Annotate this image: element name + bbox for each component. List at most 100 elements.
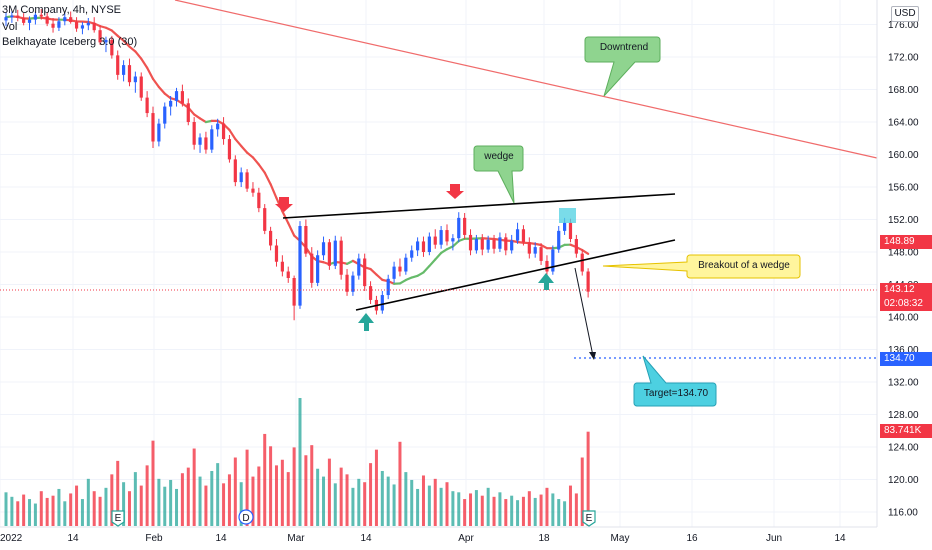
volume-bar	[380, 470, 384, 526]
candle-body	[57, 21, 61, 28]
candle-body	[339, 240, 343, 275]
volume-bar	[580, 457, 584, 526]
price-tick-label: 148.00	[888, 248, 919, 259]
price-tick-label: 120.00	[888, 475, 919, 486]
volume-bar	[133, 472, 137, 526]
candle-body	[480, 239, 484, 250]
candle-body	[545, 260, 549, 272]
ma-segment	[110, 29, 119, 37]
candle-body	[110, 39, 114, 56]
volume-bar	[433, 478, 437, 526]
volume-bar	[292, 447, 296, 526]
countdown-tag: 02:08:32	[880, 297, 932, 311]
volume-bar	[451, 491, 455, 526]
ma-segment	[245, 151, 255, 159]
volume-bar	[527, 491, 531, 526]
volume-bar	[445, 482, 449, 526]
ma-value-tag: 148.89	[880, 235, 932, 249]
ma-segment	[146, 66, 155, 80]
candle-body	[486, 239, 490, 250]
ma-segment	[416, 271, 425, 277]
time-tick-label: Feb	[145, 533, 163, 544]
candle-body	[33, 14, 37, 20]
time-tick-label: Apr	[458, 533, 474, 544]
volume-bar	[263, 433, 267, 526]
time-tick-label: 14	[215, 533, 227, 544]
event-marker-d: D	[238, 509, 254, 525]
candle-body	[174, 91, 179, 101]
candle-body	[510, 240, 514, 251]
candle-body	[427, 236, 431, 252]
volume-bar	[457, 492, 461, 526]
ma-segment	[398, 278, 407, 285]
volume-bar	[269, 446, 273, 526]
down-arrow-2	[446, 184, 464, 199]
candle-body	[216, 123, 220, 130]
candle-body	[139, 76, 143, 98]
volume-bar	[204, 485, 208, 526]
candle-body	[251, 188, 255, 193]
target-callout-shape	[633, 355, 717, 407]
candle-body	[368, 286, 373, 300]
volume-bar	[586, 431, 590, 526]
ma-segment	[269, 183, 278, 200]
candle-body	[227, 139, 232, 160]
target-price-tag: 134.70	[880, 352, 932, 366]
volume-bar	[439, 487, 443, 526]
candle-body	[45, 16, 49, 24]
volume-bar	[486, 487, 490, 526]
price-tick-label: 156.00	[888, 183, 919, 194]
ma-segment	[134, 50, 143, 60]
volume-bar	[216, 463, 220, 526]
volume-bar	[227, 474, 231, 526]
candle-body	[386, 278, 390, 296]
volume-bar	[163, 486, 167, 526]
volume-bar	[51, 495, 55, 526]
ma-segment	[451, 239, 460, 248]
candle-body	[357, 258, 361, 276]
last-price-tag: 143.12	[880, 283, 932, 297]
volume-bar	[504, 499, 508, 526]
volume-bar	[539, 494, 543, 526]
price-axis[interactable]: 116.00 120.00 124.00 128.00 132.00 136.00 140.…	[888, 20, 919, 519]
ma-segment	[251, 156, 260, 166]
candle-body	[327, 242, 331, 266]
volume-bar	[210, 470, 214, 526]
volume-bar	[574, 493, 578, 526]
volume-bar	[251, 476, 255, 526]
candle-body	[257, 192, 261, 209]
volume-bar	[10, 496, 14, 526]
price-tick-label: 132.00	[888, 378, 919, 389]
ma-segment	[428, 258, 437, 268]
volume-bar	[69, 493, 73, 526]
candle-body	[463, 217, 467, 235]
candle-body	[10, 15, 14, 18]
candle-body	[51, 23, 55, 28]
candle-body	[269, 230, 273, 246]
volume-bar	[98, 496, 102, 526]
ma-segment	[539, 243, 549, 250]
candle-body	[392, 266, 396, 279]
wedge-label: wedge	[484, 151, 514, 162]
candle-body	[192, 122, 196, 145]
volume-bar	[568, 485, 572, 526]
volume-bar	[521, 496, 525, 526]
volume-bar	[316, 468, 320, 526]
candle-body	[286, 271, 290, 278]
price-tick-label: 168.00	[888, 85, 919, 96]
ma-segment	[440, 248, 449, 255]
up-arrow-2	[538, 273, 554, 290]
volume-bar	[80, 499, 84, 526]
wedge-callout-shape	[473, 145, 524, 204]
candle-body	[274, 245, 279, 262]
time-axis[interactable]: 2022 14 Feb 14 Mar 14 Apr 18 May 16 Jun 14	[0, 533, 846, 544]
volume-bar	[421, 475, 425, 526]
volume-bar	[492, 496, 496, 526]
downtrend-label: Downtrend	[599, 42, 649, 53]
price-tick-label: 136.00	[888, 345, 919, 356]
currency-button[interactable]: USD	[891, 6, 919, 22]
candle-body	[568, 222, 573, 239]
volume-bar	[310, 445, 314, 526]
